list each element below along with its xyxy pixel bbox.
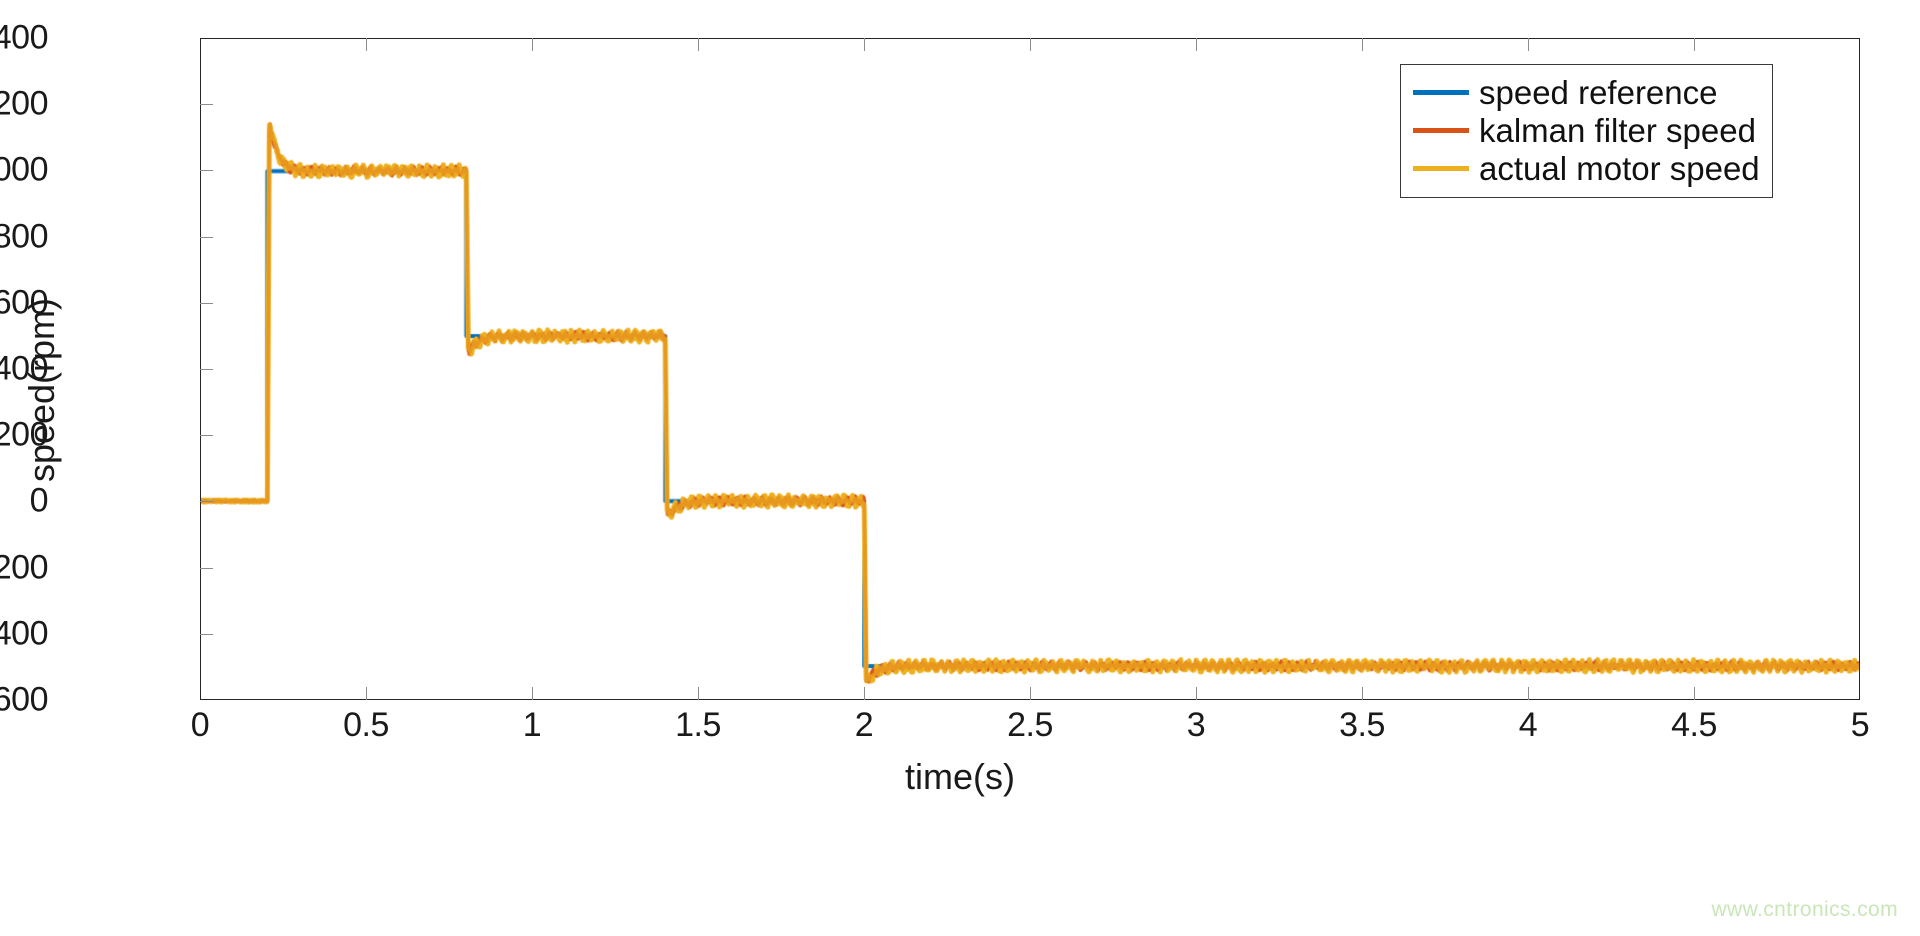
y-tick-label: 1000 bbox=[0, 150, 48, 189]
x-tick-label: 3.5 bbox=[1339, 706, 1385, 744]
y-tick-label: -200 bbox=[0, 548, 49, 587]
y-tick-label: 800 bbox=[0, 217, 49, 256]
legend-item-actual-motor-speed: actual motor speed bbox=[1413, 149, 1760, 187]
x-tick-label: 4 bbox=[1518, 706, 1538, 744]
legend-swatch-kalman-filter-speed bbox=[1413, 127, 1469, 133]
x-tick-mark-top bbox=[532, 38, 533, 51]
y-tick-mark bbox=[200, 369, 213, 370]
x-tick-label: 5 bbox=[1850, 706, 1870, 744]
x-tick-mark bbox=[1694, 687, 1695, 700]
legend-swatch-speed-reference bbox=[1413, 89, 1469, 95]
y-tick-label: 0 bbox=[29, 481, 49, 520]
x-tick-mark bbox=[1196, 687, 1197, 700]
legend-item-speed-reference: speed reference bbox=[1413, 73, 1760, 111]
y-tick-mark bbox=[200, 104, 213, 106]
legend-label-speed-reference: speed reference bbox=[1479, 73, 1718, 111]
x-tick-mark bbox=[366, 687, 367, 700]
chart-legend: speed reference kalman filter speed actu… bbox=[1400, 64, 1773, 198]
y-tick-mark bbox=[200, 567, 213, 569]
x-tick-mark-top bbox=[1196, 38, 1197, 51]
y-tick-label: -600 bbox=[0, 680, 49, 719]
x-tick-mark bbox=[1030, 687, 1031, 700]
watermark: www.cntronics.com bbox=[1711, 898, 1898, 921]
legend-label-actual-motor-speed: actual motor speed bbox=[1479, 149, 1760, 187]
x-tick-label: 1 bbox=[522, 706, 542, 744]
y-tick-mark bbox=[200, 236, 213, 238]
x-tick-label: 4.5 bbox=[1671, 706, 1717, 744]
x-tick-mark bbox=[698, 687, 699, 700]
y-tick-label: 1200 bbox=[0, 84, 48, 123]
x-tick-label: 1.5 bbox=[675, 706, 721, 744]
legend-swatch-actual-motor-speed bbox=[1413, 165, 1469, 171]
legend-item-kalman-filter-speed: kalman filter speed bbox=[1413, 111, 1760, 149]
y-tick-mark bbox=[200, 302, 213, 304]
y-tick-label: 1400 bbox=[0, 18, 48, 57]
x-tick-mark bbox=[1362, 687, 1363, 700]
x-tick-mark-top bbox=[1528, 38, 1529, 51]
x-tick-label: 2.5 bbox=[1007, 706, 1053, 744]
x-tick-label: 0 bbox=[190, 706, 210, 744]
x-tick-mark-top bbox=[1694, 38, 1695, 51]
x-tick-label: 3 bbox=[1186, 706, 1206, 744]
x-tick-mark-top bbox=[1030, 38, 1031, 51]
y-tick-label: 400 bbox=[0, 349, 49, 388]
x-tick-mark bbox=[864, 687, 865, 700]
x-tick-mark-top bbox=[1362, 38, 1363, 51]
x-tick-mark bbox=[1528, 687, 1529, 700]
y-tick-mark bbox=[200, 633, 213, 635]
y-tick-mark bbox=[200, 170, 213, 172]
x-tick-mark-top bbox=[366, 38, 367, 51]
y-tick-mark bbox=[200, 435, 213, 437]
y-tick-label: 200 bbox=[0, 415, 49, 454]
y-tick-label: -400 bbox=[0, 614, 49, 653]
x-tick-mark-top bbox=[864, 38, 865, 51]
x-tick-mark-top bbox=[698, 38, 699, 51]
x-axis-label: time(s) bbox=[905, 756, 1015, 797]
y-tick-mark bbox=[200, 501, 213, 503]
x-tick-label: 0.5 bbox=[343, 706, 389, 744]
legend-label-kalman-filter-speed: kalman filter speed bbox=[1479, 111, 1756, 149]
x-tick-mark bbox=[532, 687, 533, 700]
y-tick-label: 600 bbox=[0, 283, 49, 322]
x-tick-label: 2 bbox=[854, 706, 874, 744]
